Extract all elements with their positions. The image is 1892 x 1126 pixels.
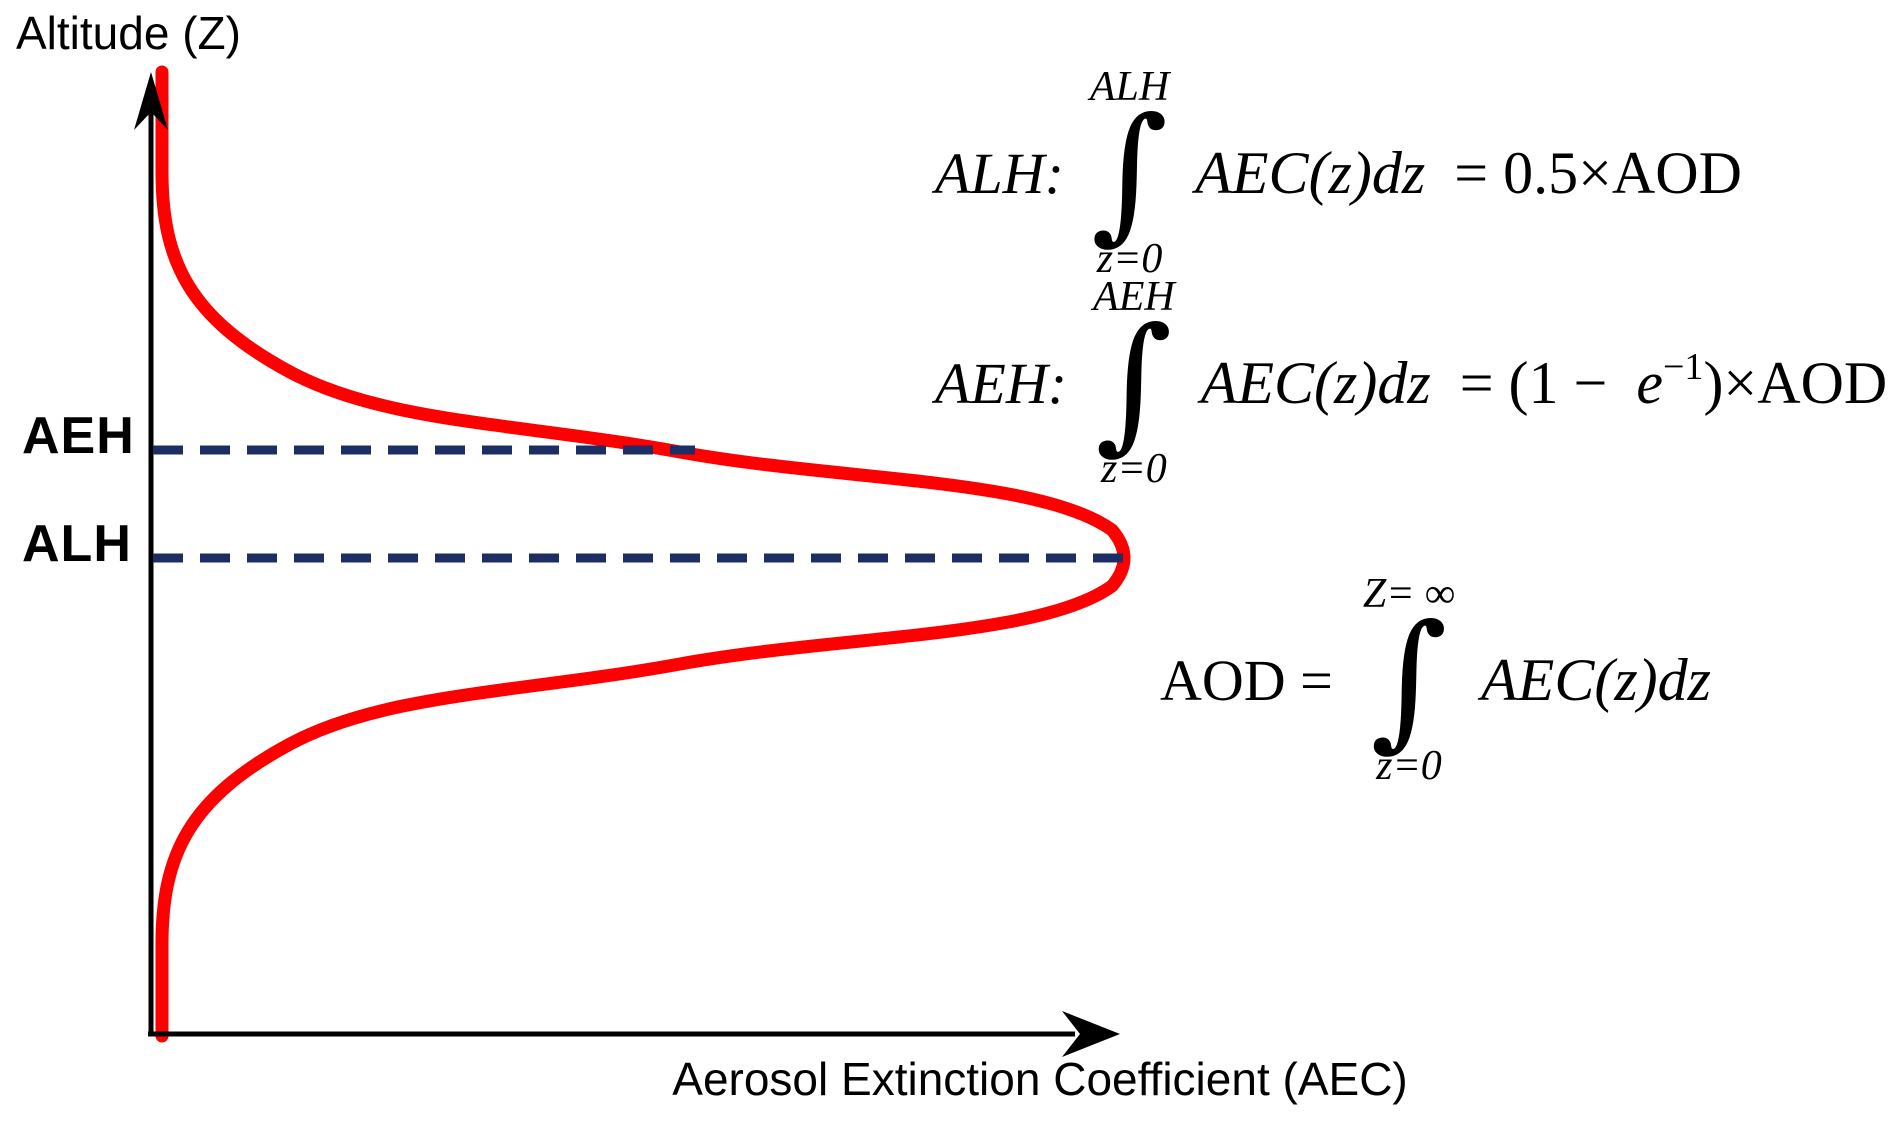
integral-symbol: ∫ [1370,593,1448,766]
integral-symbol: ∫ [1091,86,1169,259]
formula-aeh-body: AEC(z)dz = (1 − e−1)×AOD [1200,345,1888,418]
integral-lower-limit: z=0 [1376,743,1442,790]
integrand-text: AEC(z)dz [1200,349,1431,416]
integral-lower-limit: z=0 [1096,236,1163,283]
integrand-text: AEC(z)dz [1481,646,1712,713]
integral-with-limits: AEH ∫ z=0 [1093,275,1175,492]
integral-lower-limit: z=0 [1101,446,1167,493]
integral-upper-limit: AEH [1093,274,1175,320]
integral-with-limits: ALH ∫ z=0 [1090,65,1169,282]
integral-upper-limit: Z= ∞ [1362,571,1456,617]
formula-aeh-rhs-pre: = (1 − [1459,349,1608,416]
formula-aeh-euler-e: e [1636,349,1663,416]
formula-aeh-label: AEH: [935,350,1068,416]
integral-symbol: ∫ [1095,296,1173,469]
aec-profile-curve [155,65,1131,1043]
integrand-text: AEC(z)dz [1195,139,1426,206]
y-axis-arrowhead [134,72,168,130]
formula-aeh-definition: AEH: AEH ∫ z=0 AEC(z)dz = (1 − e−1)×AOD [935,275,1887,492]
formula-alh-definition: ALH: ALH ∫ z=0 AEC(z)dz = 0.5×AOD [935,65,1742,282]
formula-aod-definition: AOD = Z= ∞ ∫ z=0 AEC(z)dz [1160,572,1711,789]
x-axis-title: Aerosol Extinction Coefficient (AEC) [672,1053,1408,1105]
formula-aod-lhs: AOD = [1160,647,1333,713]
formula-alh-rhs: = 0.5×AOD [1454,139,1742,206]
aeh-marker-label: AEH [22,407,135,465]
alh-marker-label: ALH [22,515,132,573]
y-axis-title: Altitude (Z) [16,7,241,59]
integral-with-limits: Z= ∞ ∫ z=0 [1363,572,1455,789]
formula-aeh-rhs-post: )×AOD [1703,349,1888,416]
formula-alh-label: ALH: [935,140,1064,206]
integral-upper-limit: ALH [1089,64,1170,110]
x-axis-arrowhead [1062,1011,1120,1057]
formula-alh-body: AEC(z)dz = 0.5×AOD [1195,139,1742,208]
formula-aeh-exponent: −1 [1663,345,1704,388]
formula-aod-body: AEC(z)dz [1481,646,1711,715]
